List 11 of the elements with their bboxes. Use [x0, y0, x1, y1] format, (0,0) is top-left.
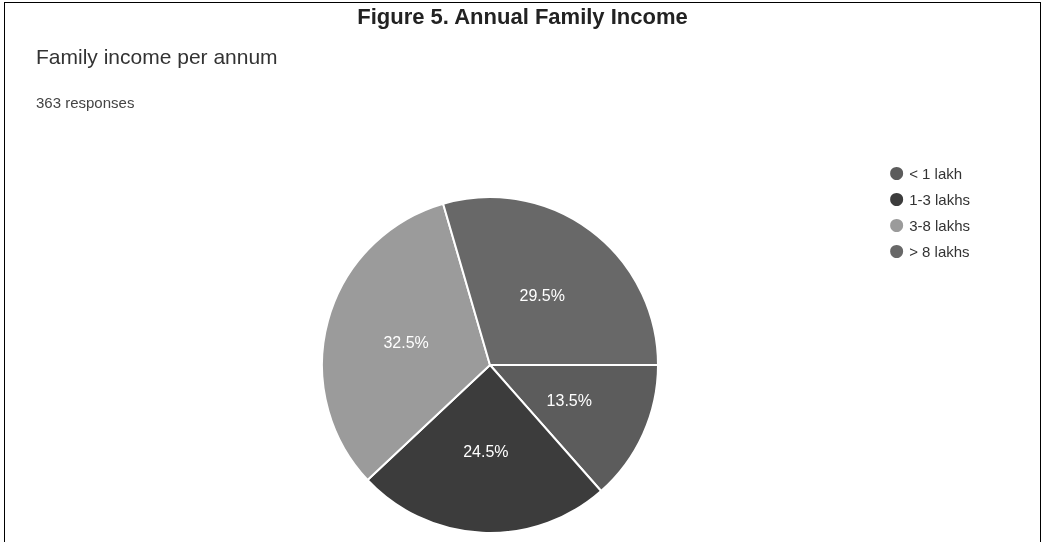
chart-title: Figure 5. Annual Family Income: [356, 4, 689, 30]
data-label: 24.5%: [463, 443, 509, 461]
legend-label: < 1 lakh: [909, 165, 963, 182]
data-label: 32.5%: [383, 333, 429, 351]
data-label: 13.5%: [546, 392, 592, 410]
chart-subtitle: Family income per annum: [36, 45, 278, 68]
text: 363 responses: [36, 94, 135, 111]
data-label: 29.5%: [519, 286, 565, 304]
legend-label: 3-8 lakhs: [909, 217, 971, 234]
legend-label: 1-3 lakhs: [909, 191, 971, 208]
legend-label: > 8 lakhs: [909, 243, 970, 260]
